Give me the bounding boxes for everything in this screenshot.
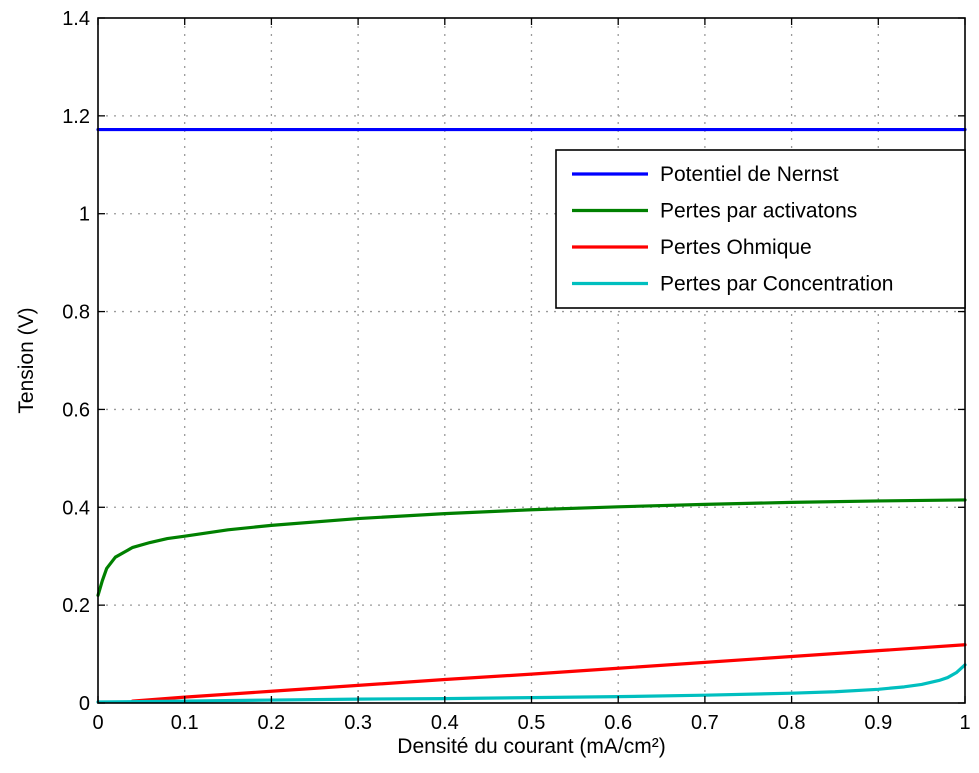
- y-tick-label: 0.2: [62, 595, 90, 617]
- y-tick-label: 0: [79, 693, 90, 715]
- y-axis-label: Tension (V): [15, 307, 38, 413]
- y-tick-label: 0.6: [62, 399, 90, 421]
- x-tick-label: 0: [92, 712, 103, 734]
- x-tick-label: 1: [959, 712, 970, 734]
- x-tick-label: 0.2: [257, 712, 285, 734]
- legend-label-1: Potentiel de Nernst: [660, 163, 839, 186]
- legend-label-2: Pertes par activatons: [660, 200, 857, 223]
- legend-label-4: Pertes par Concentration: [660, 273, 893, 296]
- series-line-2: [96, 498, 967, 597]
- series-line-3: [131, 643, 967, 703]
- legend-box: [555, 149, 966, 309]
- x-axis-label: Densité du courant (mA/cm²): [397, 735, 665, 758]
- x-tick-label: 0.6: [604, 712, 632, 734]
- x-tick-label: 0.7: [691, 712, 719, 734]
- x-tick-label: 0.9: [864, 712, 892, 734]
- x-tick-label: 0.8: [778, 712, 806, 734]
- y-tick-label: 0.4: [62, 497, 90, 519]
- y-tick-label: 1: [79, 204, 90, 226]
- series-line-4: [96, 663, 967, 704]
- x-tick-label: 0.4: [431, 712, 459, 734]
- y-tick-label: 0.8: [62, 302, 90, 324]
- x-tick-label: 0.1: [171, 712, 199, 734]
- grid: [98, 18, 965, 703]
- series-layer: [96, 127, 967, 704]
- legend: Potentiel de Nernst Pertes par activatons…: [555, 149, 966, 309]
- ticks: 0 0.1 0.2 0.3 0.4 0.5 0.6 0.7 0.8 0.9 1 0 0.2 0.4 0.6 0…: [62, 8, 970, 734]
- x-tick-label: 0.3: [344, 712, 372, 734]
- y-tick-label: 1.2: [62, 106, 90, 128]
- legend-label-3: Pertes Ohmique: [660, 236, 812, 259]
- y-tick-label: 1.4: [62, 8, 90, 30]
- x-tick-label: 0.5: [518, 712, 546, 734]
